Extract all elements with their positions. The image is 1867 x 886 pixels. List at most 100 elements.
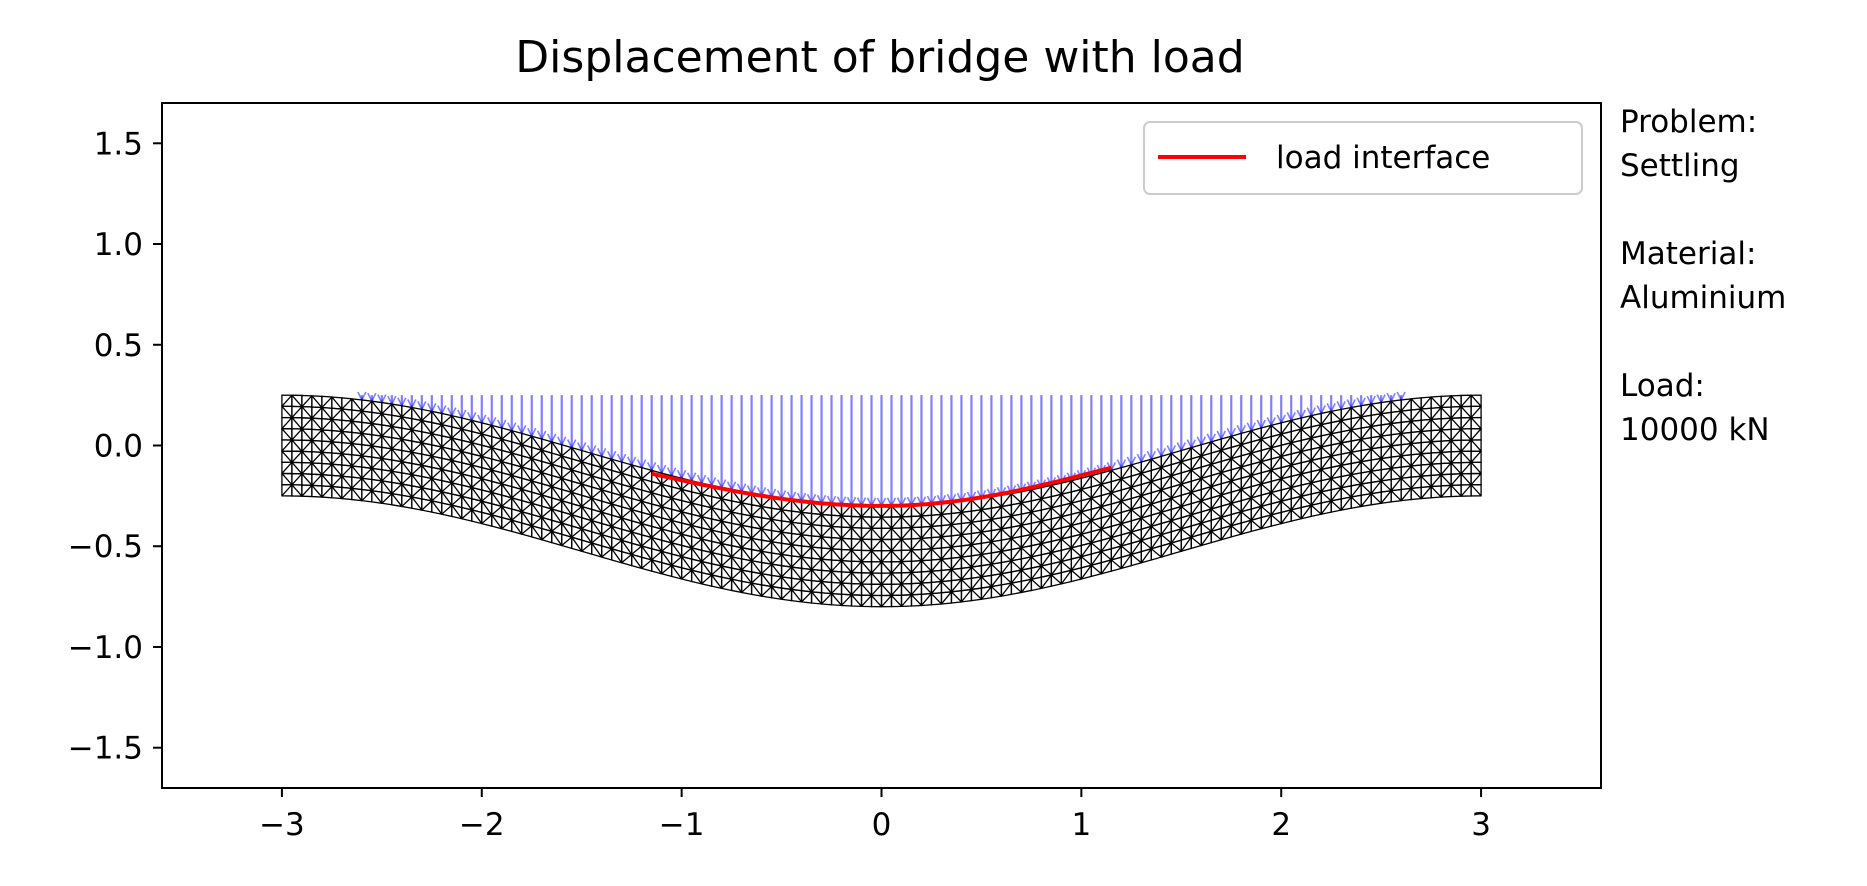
mesh-cell <box>1460 394 1472 408</box>
legend: load interface <box>1143 121 1583 195</box>
mesh-cell <box>780 508 793 524</box>
mesh-cell <box>890 516 903 529</box>
mesh-cell <box>960 588 973 603</box>
mesh-cell <box>351 431 363 446</box>
legend-label-load-interface: load interface <box>1276 140 1490 176</box>
mesh-cell <box>1110 466 1122 483</box>
mesh-cell <box>531 435 543 452</box>
mesh-cell <box>371 434 383 449</box>
mesh-cell <box>1430 473 1442 488</box>
mesh-cell <box>800 522 813 537</box>
mesh-cell <box>920 592 933 607</box>
mesh-cell <box>1410 408 1422 422</box>
mesh-cell <box>890 549 903 563</box>
mesh-cell <box>930 547 943 561</box>
problem-label: Problem: <box>1620 104 1758 140</box>
mesh-cell <box>291 484 303 497</box>
mesh-cell <box>501 427 513 443</box>
mesh-cell <box>321 418 333 432</box>
mesh-cell <box>1430 451 1442 465</box>
mesh-cell <box>940 512 953 527</box>
mesh-cell <box>301 450 313 464</box>
mesh-cell <box>351 409 363 424</box>
mesh-cell <box>551 441 563 457</box>
mesh-cell <box>281 461 293 475</box>
mesh-cell <box>930 513 943 528</box>
mesh-cell <box>311 395 323 409</box>
mesh-cell <box>920 559 933 573</box>
mesh-cell <box>870 549 883 563</box>
mesh-cell <box>880 572 893 585</box>
mesh-cell <box>331 418 343 433</box>
deformed-mesh <box>281 394 1482 608</box>
mesh-cell <box>1400 431 1412 446</box>
mesh-cell <box>860 594 873 608</box>
mesh-cell <box>820 558 833 572</box>
mesh-cell <box>341 408 353 422</box>
mesh-cell <box>591 452 603 469</box>
mesh-cell <box>1020 488 1033 504</box>
mesh-cell <box>940 535 953 549</box>
mesh-cell <box>1450 394 1462 408</box>
mesh-cell <box>840 515 853 529</box>
mesh-cell <box>331 463 343 477</box>
mesh-cell <box>321 406 333 421</box>
mesh-cell <box>810 546 823 560</box>
mesh-cell <box>1470 405 1482 419</box>
mesh-cell <box>940 579 953 594</box>
mesh-cell <box>1400 442 1412 457</box>
mesh-cell <box>351 442 363 457</box>
x-tick-label: 2 <box>1271 807 1291 843</box>
mesh-cell <box>1340 406 1352 422</box>
mesh-cell <box>1460 450 1472 464</box>
mesh-cell <box>1470 416 1482 430</box>
mesh-cell <box>451 414 463 430</box>
mesh-cell <box>311 473 323 487</box>
mesh-cell <box>1390 410 1402 425</box>
mesh-cell <box>810 579 823 594</box>
mesh-cell <box>850 571 863 585</box>
mesh-cell <box>830 570 843 584</box>
mesh-cell <box>910 515 923 529</box>
mesh-cell <box>1420 396 1432 410</box>
mesh-cell <box>281 405 293 419</box>
mesh-cell <box>800 556 813 571</box>
mesh-cell <box>840 560 853 574</box>
mesh-cell <box>960 555 973 570</box>
material-block: Material: Aluminium <box>1620 232 1786 320</box>
mesh-cell <box>1460 416 1472 430</box>
mesh-cell <box>1430 406 1442 421</box>
mesh-cell <box>1380 400 1392 415</box>
mesh-cell <box>890 572 903 585</box>
mesh-cell <box>371 400 383 415</box>
mesh-cell <box>940 546 953 560</box>
load-value: 10000 kN <box>1620 412 1770 448</box>
mesh-cell <box>840 593 853 607</box>
mesh-cell <box>1420 452 1432 466</box>
mesh-cell <box>1010 490 1023 506</box>
mesh-cell <box>361 455 373 470</box>
mesh-cell <box>641 466 653 483</box>
mesh-cell <box>1390 455 1402 470</box>
mesh-cell <box>880 516 893 529</box>
mesh-cell <box>1320 410 1332 426</box>
mesh-cell <box>790 510 803 525</box>
mesh-cell <box>840 571 853 585</box>
mesh-cell <box>860 549 873 563</box>
mesh-cell <box>950 567 963 582</box>
mesh-cell <box>1410 441 1422 456</box>
mesh-cell <box>361 488 373 503</box>
mesh-cell <box>311 428 323 442</box>
mesh-cell <box>790 588 803 603</box>
mesh-cell <box>1400 409 1412 424</box>
mesh-cell <box>880 549 893 563</box>
mesh-cell <box>890 560 903 574</box>
mesh-cell <box>930 580 943 595</box>
mesh-cell <box>900 582 913 596</box>
mesh-cell <box>950 578 963 593</box>
mesh-cell <box>1390 432 1402 447</box>
mesh-cell <box>790 555 803 570</box>
mesh-cell <box>890 594 903 608</box>
mesh-cell <box>351 465 363 479</box>
